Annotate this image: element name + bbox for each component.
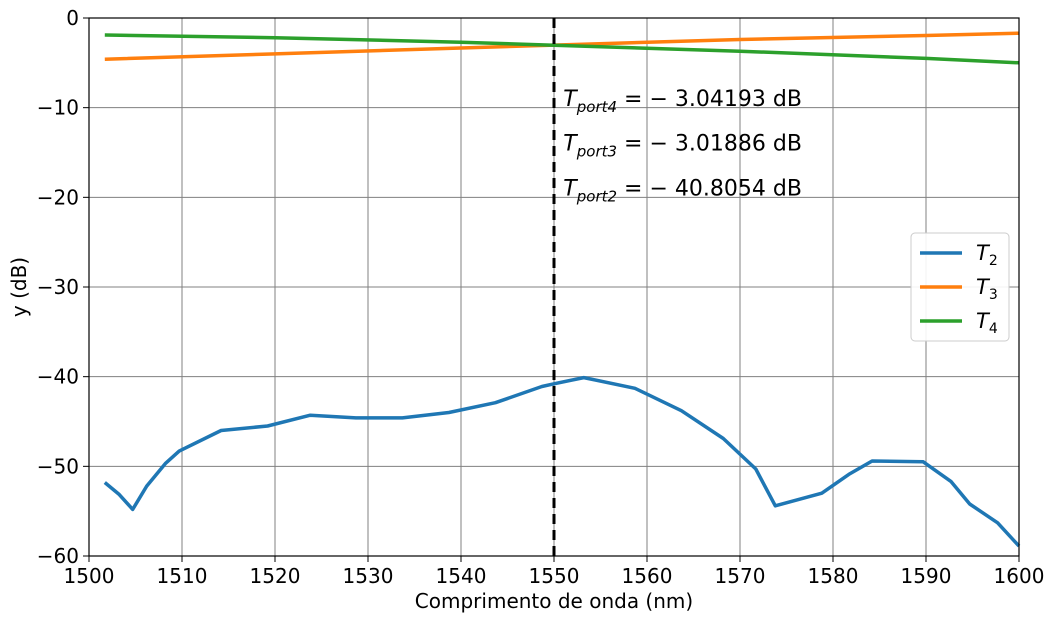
legend-label-t2: T2	[976, 241, 998, 269]
y-tick-label: −10	[37, 96, 79, 120]
annotation-text: Tport4 = − 3.04193 dB	[563, 87, 802, 116]
x-tick-label: 1560	[622, 564, 673, 588]
series-lines	[103, 31, 1021, 548]
y-tick-label: −60	[37, 544, 79, 568]
x-tick-label: 1520	[250, 564, 301, 588]
annotations: Tport4 = − 3.04193 dB Tport3 = − 3.01886 …	[563, 87, 802, 206]
x-tick-label: 1550	[529, 564, 580, 588]
x-tick-label: 1580	[808, 564, 859, 588]
axis-ticks: 1500 1510 1520 1530 1540 1550 1560 1570 1580 1590…	[37, 6, 1045, 588]
legend: T2 T3 T4	[910, 232, 1010, 342]
y-tick-label: −20	[37, 185, 79, 209]
legend-label-t4: T4	[976, 309, 998, 337]
y-axis-label: y (dB)	[7, 257, 31, 317]
y-tick-label: −50	[37, 454, 79, 478]
x-tick-label: 1540	[436, 564, 487, 588]
x-tick-label: 1600	[994, 564, 1045, 588]
series-line-t2	[103, 375, 1021, 548]
y-tick-label: −40	[37, 365, 79, 389]
series-line-t4	[104, 33, 1020, 65]
x-tick-label: 1510	[157, 564, 208, 588]
x-tick-label: 1530	[343, 564, 394, 588]
x-tick-label: 1570	[715, 564, 766, 588]
y-tick-label: −30	[37, 275, 79, 299]
legend-label-t3: T3	[976, 275, 998, 303]
x-tick-label: 1500	[64, 564, 115, 588]
annotation-text: Tport2 = − 40.8054 dB	[563, 177, 802, 206]
annotation-text: Tport3 = − 3.01886 dB	[563, 132, 802, 161]
x-axis-label: Comprimento de onda (nm)	[415, 589, 693, 613]
x-tick-label: 1590	[901, 564, 952, 588]
y-tick-label: 0	[66, 6, 79, 30]
